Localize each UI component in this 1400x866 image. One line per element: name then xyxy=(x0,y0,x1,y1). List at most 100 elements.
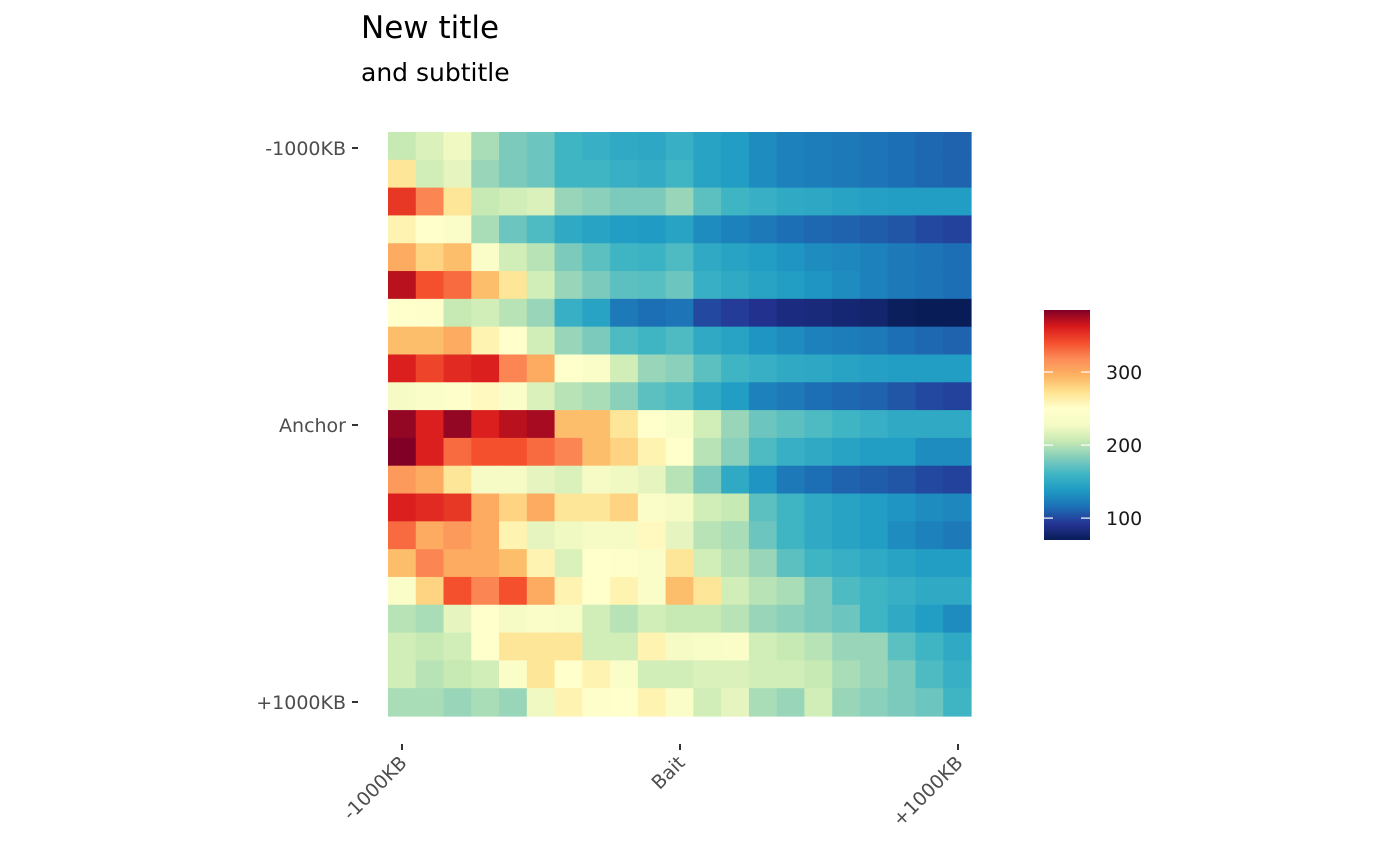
heatmap-cell xyxy=(721,187,750,217)
heatmap-cell xyxy=(693,493,722,522)
heatmap-cell xyxy=(665,354,694,383)
heatmap-cell xyxy=(832,632,861,661)
heatmap-cell xyxy=(499,521,528,550)
heatmap-cell xyxy=(554,215,583,244)
heatmap-cell xyxy=(471,159,500,189)
heatmap-cell xyxy=(582,215,611,244)
heatmap-cell xyxy=(415,271,445,300)
heatmap-cell xyxy=(804,382,833,411)
heatmap-cell xyxy=(554,660,583,689)
heatmap-cell xyxy=(943,354,972,383)
heatmap-cell xyxy=(859,410,889,439)
heatmap-cell xyxy=(415,604,445,634)
heatmap-cell xyxy=(610,576,639,606)
heatmap-cell xyxy=(859,271,889,300)
heatmap-cell xyxy=(471,493,500,522)
heatmap-cell xyxy=(388,437,417,467)
heatmap-cell xyxy=(554,521,583,550)
heatmap-cell xyxy=(887,493,917,522)
heatmap-cell xyxy=(776,354,806,383)
y-tick-label: -1000KB xyxy=(265,138,346,160)
heatmap-cell xyxy=(665,465,694,495)
heatmap-cell xyxy=(943,604,972,634)
heatmap-cell xyxy=(832,521,861,550)
heatmap-cell xyxy=(637,521,667,550)
heatmap-cell xyxy=(859,243,889,272)
heatmap-cell xyxy=(610,688,639,717)
heatmap-cell xyxy=(776,576,806,606)
heatmap-cell xyxy=(471,437,500,467)
heatmap-cell xyxy=(471,382,500,411)
heatmap-cell xyxy=(443,354,472,383)
heatmap-cell xyxy=(443,604,472,634)
heatmap-cell xyxy=(443,549,472,578)
heatmap-cell xyxy=(471,688,500,717)
heatmap-cell xyxy=(665,243,694,272)
heatmap-cell xyxy=(832,465,861,495)
heatmap-cell xyxy=(637,688,667,717)
heatmap-cell xyxy=(526,465,556,495)
heatmap-cell xyxy=(582,298,611,328)
heatmap-cell xyxy=(499,576,528,606)
heatmap-cell xyxy=(665,576,694,606)
heatmap-cell xyxy=(554,604,583,634)
heatmap-cell xyxy=(610,521,639,550)
heatmap-cell xyxy=(610,215,639,244)
heatmap-cell xyxy=(526,354,556,383)
heatmap-cell xyxy=(804,437,833,467)
heatmap-cell xyxy=(859,660,889,689)
heatmap-cell xyxy=(943,688,972,717)
heatmap-cell xyxy=(887,576,917,606)
heatmap-cell xyxy=(415,688,445,717)
heatmap-cell xyxy=(665,493,694,522)
heatmap-cell xyxy=(887,271,917,300)
heatmap-cell xyxy=(665,271,694,300)
heatmap-cell xyxy=(776,243,806,272)
heatmap-cell xyxy=(443,632,472,661)
legend-colorbar xyxy=(1044,310,1090,540)
heatmap-cell xyxy=(832,493,861,522)
heatmap-cell xyxy=(554,632,583,661)
heatmap-cell xyxy=(804,521,833,550)
heatmap-cell xyxy=(721,354,750,383)
heatmap-cell xyxy=(665,632,694,661)
heatmap-cell xyxy=(610,354,639,383)
heatmap-cell xyxy=(582,493,611,522)
heatmap-cell xyxy=(943,132,972,161)
heatmap-cell xyxy=(471,576,500,606)
x-axis: -1000KB Bait +1000KB xyxy=(339,744,968,831)
heatmap-cell xyxy=(526,271,556,300)
heatmap-cell xyxy=(665,382,694,411)
heatmap-cell xyxy=(804,410,833,439)
heatmap-cell xyxy=(859,382,889,411)
heatmap-cell xyxy=(693,132,722,161)
heatmap-cell xyxy=(887,549,917,578)
heatmap-cell xyxy=(887,215,917,244)
heatmap-cell xyxy=(610,382,639,411)
heatmap-cell xyxy=(693,576,722,606)
heatmap-cell xyxy=(943,187,972,217)
heatmap-cell xyxy=(776,549,806,578)
heatmap-cell xyxy=(554,159,583,189)
heatmap-cell xyxy=(610,410,639,439)
heatmap-cell xyxy=(776,187,806,217)
heatmap-cell xyxy=(665,215,694,244)
heatmap-cell xyxy=(388,521,417,550)
heatmap-cell xyxy=(443,521,472,550)
heatmap-cell xyxy=(415,549,445,578)
heatmap-cell xyxy=(804,465,833,495)
heatmap-cell xyxy=(915,243,944,272)
heatmap-cell xyxy=(748,549,778,578)
heatmap-cell xyxy=(637,465,667,495)
heatmap-cell xyxy=(943,660,972,689)
heatmap-cell xyxy=(582,326,611,356)
heatmap-cell xyxy=(388,326,417,356)
heatmap-cell xyxy=(721,521,750,550)
heatmap-cell xyxy=(776,215,806,244)
heatmap-cell xyxy=(859,354,889,383)
heatmap-cell xyxy=(554,354,583,383)
heatmap-cell xyxy=(637,243,667,272)
heatmap-cell xyxy=(610,549,639,578)
heatmap-cell xyxy=(499,243,528,272)
